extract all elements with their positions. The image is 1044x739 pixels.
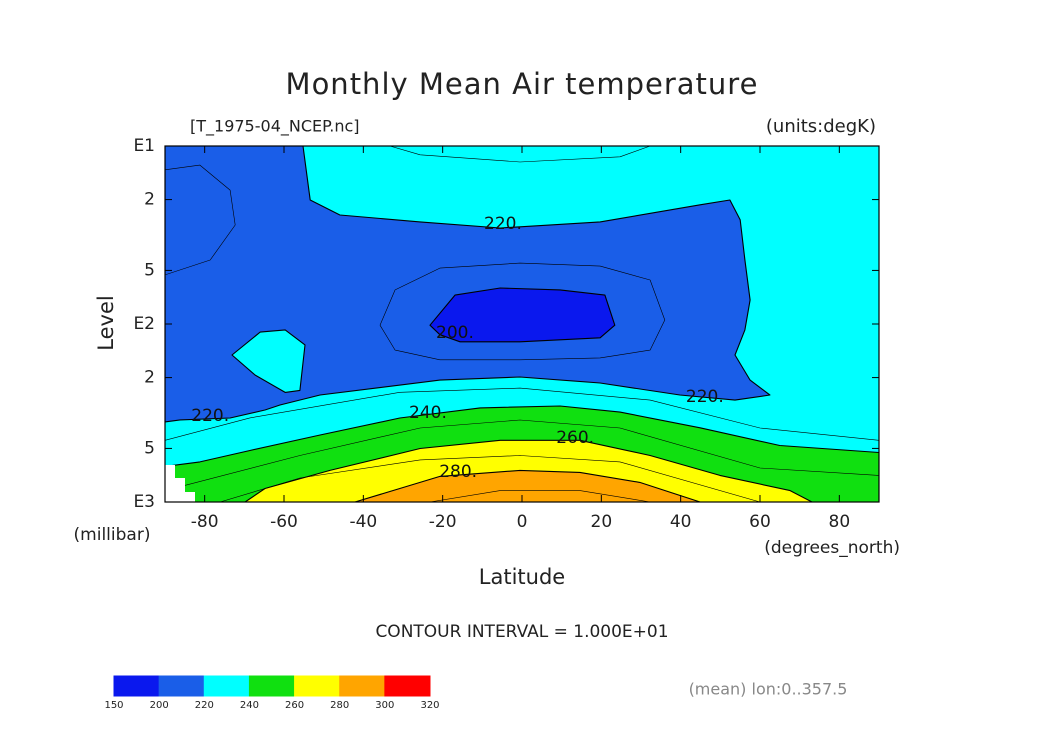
y-axis-units: (millibar) bbox=[74, 525, 151, 545]
colorbar-tick-label: 240 bbox=[240, 700, 259, 711]
colorbar-band bbox=[248, 675, 296, 697]
averaging-note: (mean) lon:0..357.5 bbox=[689, 680, 848, 699]
x-tick-label: 40 bbox=[670, 512, 692, 532]
axes: -80 -60 -40 -20 0 20 40 60 80 E1 2 5 E2 2 5 E3 bbox=[133, 136, 879, 532]
contour-line bbox=[429, 490, 651, 502]
y-tick-label: 2 bbox=[144, 368, 155, 388]
contour-line bbox=[379, 262, 666, 361]
x-tick-label: -60 bbox=[270, 512, 298, 532]
contour-label: 260. bbox=[556, 428, 594, 448]
contour-region bbox=[165, 146, 771, 423]
units-label: (units:degK) bbox=[766, 116, 876, 137]
colorbar-band bbox=[158, 675, 205, 697]
contour-label: 220. bbox=[686, 387, 724, 407]
colorbar-band bbox=[339, 675, 386, 697]
y-axis-label: Level bbox=[94, 295, 118, 350]
filled-contours bbox=[165, 146, 879, 502]
chart-title: Monthly Mean Air temperature bbox=[286, 67, 759, 101]
contour-interval: CONTOUR INTERVAL = 1.000E+01 bbox=[375, 622, 668, 642]
y-tick-label: 2 bbox=[144, 190, 155, 210]
x-tick-label: -80 bbox=[191, 512, 219, 532]
y-tick-label: 5 bbox=[144, 438, 155, 458]
y-tick-label: 5 bbox=[144, 260, 155, 280]
missing-data bbox=[165, 465, 195, 502]
contour-lines bbox=[165, 146, 879, 502]
contour-labels: 220. 220. 200. 240. 260. 280. 220. bbox=[191, 214, 724, 482]
contour-label: 220. bbox=[191, 406, 229, 426]
contour-label: 280. bbox=[439, 462, 477, 482]
x-tick-label: 60 bbox=[749, 512, 771, 532]
x-tick-label: 80 bbox=[829, 512, 851, 532]
contour-line bbox=[220, 455, 761, 502]
contour-label: 200. bbox=[436, 323, 474, 343]
colorbar-tick-label: 220 bbox=[195, 700, 214, 711]
colorbar-tick-label: 150 bbox=[104, 700, 123, 711]
x-tick-label: -40 bbox=[349, 512, 377, 532]
contour-line bbox=[389, 146, 651, 163]
dataset-label: [T_1975-04_NCEP.nc] bbox=[190, 117, 360, 137]
y-tick-label: E1 bbox=[133, 136, 155, 156]
contour-label: 240. bbox=[409, 403, 447, 423]
colorbar-band bbox=[384, 675, 431, 697]
contour-line bbox=[165, 164, 236, 276]
x-tick-label: 20 bbox=[591, 512, 613, 532]
x-tick-label: 0 bbox=[517, 512, 528, 532]
contour-region bbox=[429, 287, 616, 343]
colorbar-band bbox=[113, 675, 160, 697]
x-axis-label: Latitude bbox=[479, 565, 565, 589]
colorbar: 150 200 220 240 260 280 300 320 bbox=[104, 675, 440, 711]
contour-line bbox=[165, 387, 879, 441]
contour-region bbox=[354, 469, 701, 502]
contour-region bbox=[231, 329, 306, 393]
x-axis-units: (degrees_north) bbox=[764, 538, 900, 558]
colorbar-band bbox=[294, 675, 341, 697]
colorbar-tick-label: 300 bbox=[375, 700, 394, 711]
x-tick-label: -20 bbox=[429, 512, 457, 532]
colorbar-tick-label: 320 bbox=[420, 700, 439, 711]
contour-label: 220. bbox=[484, 214, 522, 234]
contour-line bbox=[165, 419, 879, 491]
y-tick-label: E2 bbox=[133, 314, 155, 334]
colorbar-band bbox=[203, 675, 250, 697]
y-tick-label: E3 bbox=[133, 492, 155, 512]
colorbar-tick-label: 260 bbox=[285, 700, 304, 711]
colorbar-tick-label: 200 bbox=[150, 700, 169, 711]
colorbar-tick-label: 280 bbox=[330, 700, 349, 711]
